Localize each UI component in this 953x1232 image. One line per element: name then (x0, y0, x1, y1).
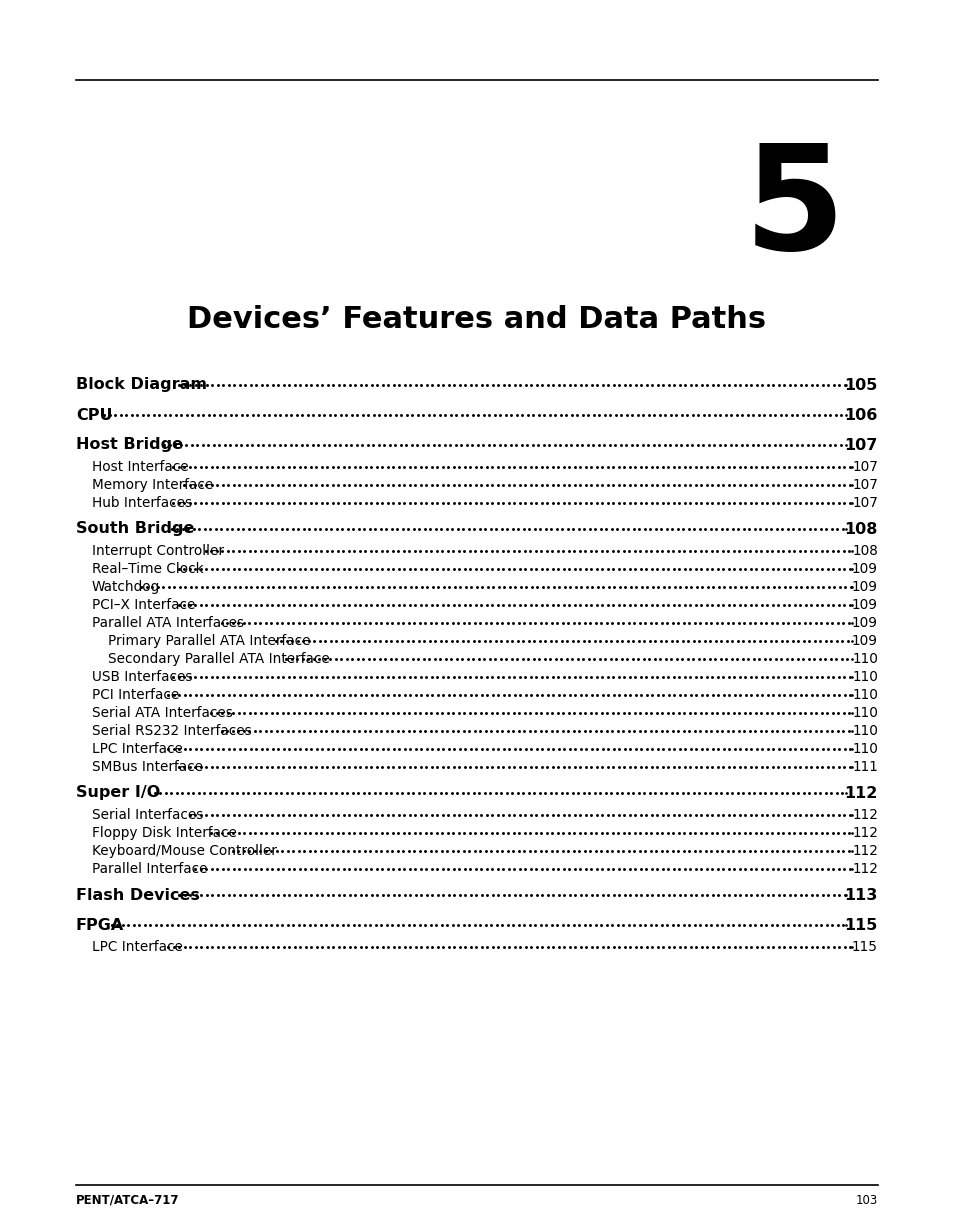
Text: 107: 107 (843, 437, 877, 452)
Text: 113: 113 (843, 887, 877, 903)
Text: South Bridge: South Bridge (76, 521, 194, 536)
Text: Super I/O: Super I/O (76, 786, 160, 801)
Text: Flash Devices: Flash Devices (76, 887, 200, 903)
Text: 111: 111 (851, 760, 877, 774)
Text: Floppy Disk Interface: Floppy Disk Interface (91, 825, 236, 840)
Text: Host Interface: Host Interface (91, 460, 189, 474)
Text: 107: 107 (851, 478, 877, 492)
Text: 109: 109 (851, 562, 877, 577)
Text: CPU: CPU (76, 408, 112, 423)
Text: LPC Interface: LPC Interface (91, 940, 183, 954)
Text: Keyboard/Mouse Controller: Keyboard/Mouse Controller (91, 844, 276, 857)
Text: Host Bridge: Host Bridge (76, 437, 183, 452)
Text: Parallel Interface: Parallel Interface (91, 862, 208, 876)
Text: Devices’ Features and Data Paths: Devices’ Features and Data Paths (187, 306, 766, 335)
Text: 112: 112 (851, 862, 877, 876)
Text: Memory Interface: Memory Interface (91, 478, 213, 492)
Text: 110: 110 (851, 724, 877, 738)
Text: 110: 110 (851, 706, 877, 719)
Text: 109: 109 (851, 616, 877, 630)
Text: Secondary Parallel ATA Interface: Secondary Parallel ATA Interface (108, 652, 330, 667)
Text: 106: 106 (843, 408, 877, 423)
Text: 109: 109 (851, 580, 877, 594)
Text: Real–Time Clock: Real–Time Clock (91, 562, 203, 577)
Text: 107: 107 (851, 496, 877, 510)
Text: Serial RS232 Interfaces: Serial RS232 Interfaces (91, 724, 252, 738)
Text: 110: 110 (851, 670, 877, 684)
Text: Serial Interfaces: Serial Interfaces (91, 808, 203, 822)
Text: Primary Parallel ATA Interface: Primary Parallel ATA Interface (108, 634, 310, 648)
Text: Hub Interfaces: Hub Interfaces (91, 496, 192, 510)
Text: 109: 109 (851, 634, 877, 648)
Text: Block Diagram: Block Diagram (76, 377, 207, 393)
Text: Parallel ATA Interfaces: Parallel ATA Interfaces (91, 616, 244, 630)
Text: 112: 112 (851, 844, 877, 857)
Text: 112: 112 (851, 825, 877, 840)
Text: 103: 103 (855, 1194, 877, 1206)
Text: 107: 107 (851, 460, 877, 474)
Text: Watchdog: Watchdog (91, 580, 160, 594)
Text: 112: 112 (851, 808, 877, 822)
Text: USB Interfaces: USB Interfaces (91, 670, 193, 684)
Text: SMBus Interface: SMBus Interface (91, 760, 203, 774)
Text: PCI–X Interface: PCI–X Interface (91, 598, 195, 612)
Text: 105: 105 (843, 377, 877, 393)
Text: 115: 115 (843, 918, 877, 933)
Text: 108: 108 (851, 545, 877, 558)
Text: 112: 112 (843, 786, 877, 801)
Text: FPGA: FPGA (76, 918, 124, 933)
Text: 108: 108 (843, 521, 877, 536)
Text: 110: 110 (851, 652, 877, 667)
Text: Interrupt Controller: Interrupt Controller (91, 545, 224, 558)
Text: Serial ATA Interfaces: Serial ATA Interfaces (91, 706, 233, 719)
Text: 5: 5 (742, 139, 844, 281)
Text: 109: 109 (851, 598, 877, 612)
Text: PENT/ATCA–717: PENT/ATCA–717 (76, 1194, 179, 1206)
Text: 110: 110 (851, 742, 877, 756)
Text: PCI Interface: PCI Interface (91, 687, 179, 702)
Text: LPC Interface: LPC Interface (91, 742, 183, 756)
Text: 115: 115 (851, 940, 877, 954)
Text: 110: 110 (851, 687, 877, 702)
